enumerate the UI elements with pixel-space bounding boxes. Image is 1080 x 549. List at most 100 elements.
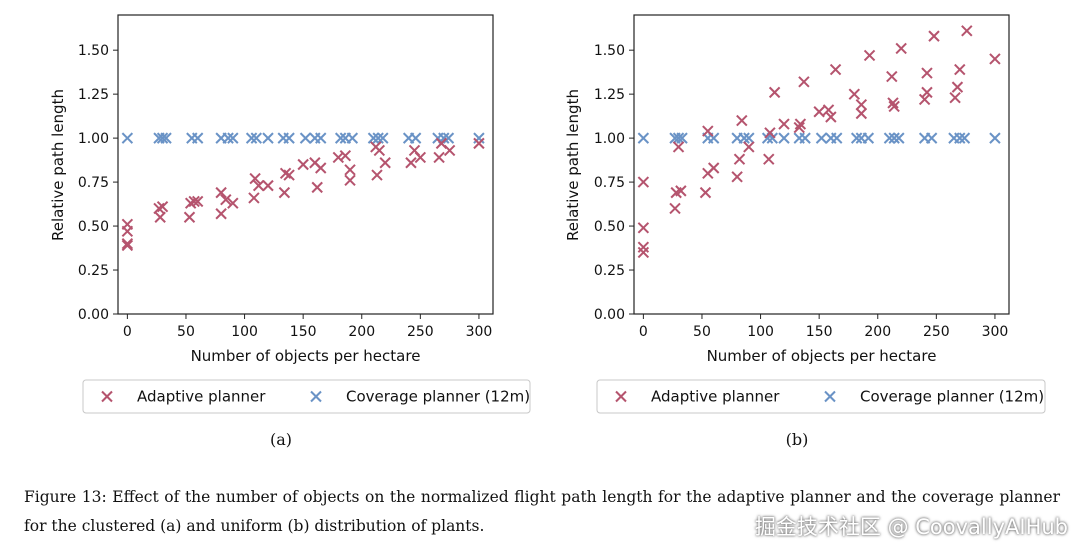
data-point [332,151,345,164]
data-point [262,132,274,144]
y-tick-label: 0.50 [78,219,109,235]
data-point [731,171,743,183]
data-point [121,225,134,238]
legend-marker-adaptive [101,390,113,403]
data-point [222,132,234,144]
data-point [367,132,380,144]
data-point [822,104,835,116]
data-point [778,118,790,130]
data-point [299,132,312,144]
x-tick-label: 300 [982,324,1009,340]
data-point [815,132,828,144]
legend-label-coverage: Coverage planner (12m) [346,388,530,406]
data-point [954,63,966,76]
data-point [160,132,172,144]
data-point [346,132,359,144]
y-tick-label: 0.00 [594,307,625,323]
data-point [702,125,714,137]
x-tick-label: 200 [348,324,375,340]
data-point [743,132,755,144]
y-tick-label: 0.25 [78,263,109,279]
data-point [315,162,327,174]
y-tick-label: 0.75 [78,175,109,191]
data-point [855,107,868,120]
data-point [893,132,905,144]
x-tick-label: 100 [747,324,774,340]
data-point [372,132,384,144]
data-point [954,132,966,144]
data-point [918,93,931,106]
x-axis-label: Number of objects per hectare [191,347,421,365]
y-tick-label: 1.50 [78,43,109,59]
data-point [373,144,386,157]
data-point [334,132,347,144]
adaptive-series [637,25,1001,259]
data-point [121,237,134,250]
x-tick-label: 250 [407,324,434,340]
legend: Adaptive planner Coverage planner (12m) [82,379,531,414]
figure: 0 50 100 150 200 250 300 0.00 0.25 0.50 0.75 1.00 1.… [49,14,1046,449]
data-point [283,169,295,181]
data-point [121,132,134,144]
data-point [339,149,352,162]
legend-marker-adaptive [615,390,627,403]
data-point [262,179,274,192]
legend-frame [82,379,531,414]
y-axis-label: Relative path length [564,89,582,241]
data-point [961,25,973,37]
data-point [297,158,309,171]
x-tick-label: 300 [466,324,493,340]
data-point [825,111,837,123]
data-point [156,132,169,144]
data-point [377,132,389,144]
data-point [637,132,650,144]
data-point [989,132,1001,144]
y-tick-label: 0.75 [594,175,625,191]
data-point [442,132,455,144]
x-tick-label: 200 [864,324,891,340]
data-point [736,114,748,127]
data-point [883,132,896,144]
y-tick-label: 0.50 [594,219,625,235]
data-point [215,186,227,199]
data-point [831,132,843,144]
data-point [738,132,750,144]
data-point [699,186,712,199]
figure-caption: Figure 13: Effect of the number of objec… [24,488,1060,535]
x-tick-label: 50 [693,324,711,340]
data-point [637,176,650,188]
data-point [249,172,261,185]
coverage-series [637,132,1001,144]
data-point [156,201,169,213]
x-tick-label: 150 [290,324,317,340]
data-point [888,100,900,113]
data-point [887,97,899,109]
data-point [778,132,790,144]
data-point [733,153,746,165]
data-point [813,106,825,118]
x-tick-label: 0 [639,324,648,340]
data-point [862,132,875,144]
y-tick-label: 1.50 [594,43,625,59]
data-point [798,76,810,88]
y-tick-label: 0.00 [78,307,109,323]
x-tick-label: 250 [923,324,950,340]
data-point [637,246,650,259]
data-point [315,132,327,144]
panel-a: 0 50 100 150 200 250 300 0.00 0.25 0.50 0.75 1.00 1.… [49,14,531,449]
data-point [925,132,938,144]
panel-b: 0 50 100 150 200 250 300 0.00 0.25 0.50 0.75 1.00 1.… [564,14,1046,449]
data-point [227,132,239,144]
data-point [220,193,232,206]
data-point [949,91,961,104]
data-point [921,67,933,79]
data-point [637,241,650,253]
data-point [764,127,776,139]
data-point [888,132,900,144]
data-point [188,195,200,208]
legend-marker-coverage [310,390,322,403]
coverage-series [121,132,485,144]
panel-label: (a) [270,430,292,449]
data-point [794,118,807,130]
y-tick-label: 1.25 [78,87,109,103]
